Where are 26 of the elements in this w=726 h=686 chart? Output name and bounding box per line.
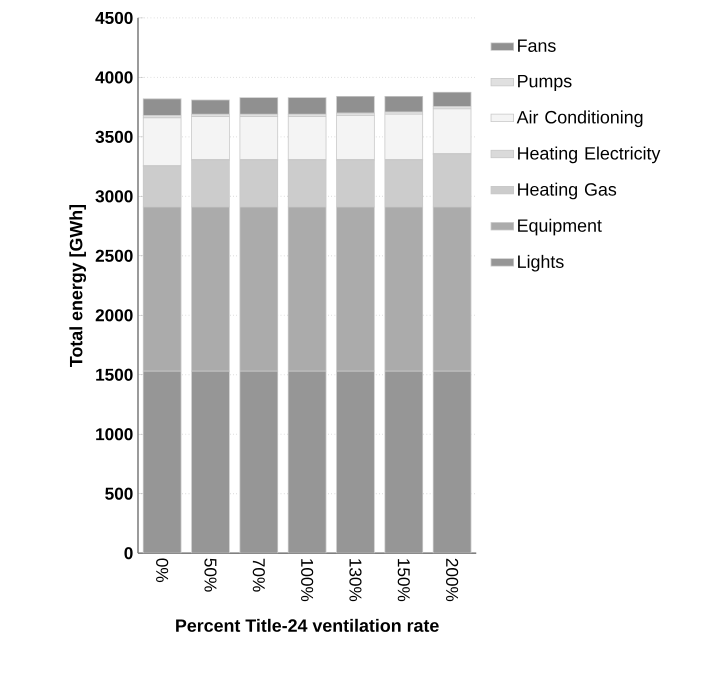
legend-label: Heating Electricity [518, 146, 660, 164]
x-tick-label: 0% [156, 558, 168, 582]
x-tick-label: 150% [398, 559, 410, 602]
legend-label: Fans [518, 40, 556, 52]
x-tick-label: 50% [204, 558, 217, 592]
x-axis-title: Percent Title-24 ventilation rate [176, 619, 439, 632]
y-tick-label: 1500 [96, 368, 133, 382]
y-tick-label: 500 [105, 488, 133, 500]
legend-label: Pumps [518, 75, 572, 92]
y-tick-label: 1000 [96, 428, 133, 441]
legend-label: Air Conditioning [516, 110, 642, 128]
legend-label: Equipment [518, 219, 602, 236]
legend-label: Lights [518, 255, 564, 272]
y-tick-label: 3000 [95, 190, 133, 203]
x-tick-label: 70% [252, 558, 265, 592]
x-tick-label: 200% [446, 558, 458, 602]
y-tick-label: 2000 [96, 309, 133, 322]
x-tick-label: 130% [349, 559, 362, 602]
y-tick-label: 3500 [95, 131, 133, 144]
legend-label: Heating Gas [518, 182, 616, 200]
y-tick-label: 4500 [95, 12, 133, 24]
y-tick-label: 4000 [95, 72, 133, 84]
y-tick-label: 0 [124, 547, 133, 560]
x-tick-label: 100% [301, 559, 314, 602]
y-axis-title: Total energy [GWh] [69, 205, 86, 368]
y-tick-label: 2500 [96, 250, 133, 262]
